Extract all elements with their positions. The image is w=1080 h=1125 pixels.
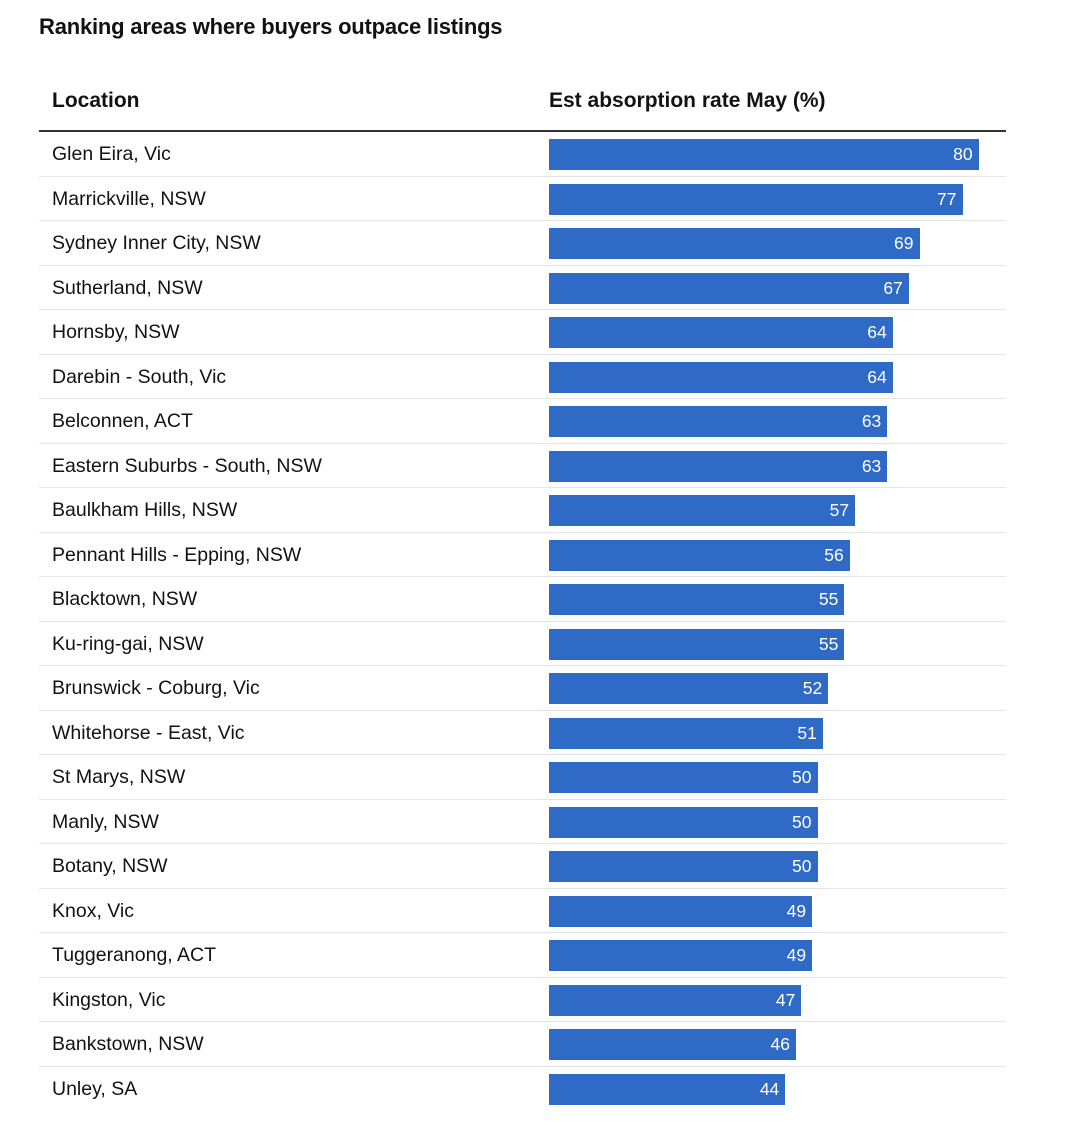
- bar: 55: [549, 584, 845, 615]
- bar: 50: [549, 806, 818, 838]
- location-label: Tuggeranong, ACT: [52, 944, 217, 966]
- bar: 77: [549, 183, 963, 215]
- bar-value-label: 64: [867, 366, 887, 387]
- bar: 46: [549, 1029, 796, 1060]
- location-label: Knox, Vic: [52, 899, 135, 922]
- location-label: Glen Eira, Vic: [52, 143, 171, 165]
- bar-value-label: 55: [818, 633, 839, 654]
- bar-value-label: 50: [792, 856, 812, 876]
- column-header-absorption-rate: Est absorption rate May (%): [549, 89, 826, 112]
- bar-value-label: 55: [818, 589, 839, 609]
- bar-value-label: 56: [824, 544, 844, 565]
- table-row: Bankstown, NSW 46: [39, 1022, 1006, 1067]
- table-row: Kingston, Vic 47: [39, 978, 1006, 1022]
- table-row: Brunswick - Coburg, Vic 52: [39, 666, 1006, 711]
- bar-value-label: 49: [786, 900, 807, 921]
- chart-title: Ranking areas where buyers outpace listi…: [39, 14, 503, 39]
- bar-value-label: 67: [883, 277, 903, 298]
- location-label: Brunswick - Coburg, Vic: [52, 677, 260, 699]
- bar-value-label: 63: [861, 411, 882, 431]
- bar: 55: [549, 628, 845, 660]
- bar: 49: [549, 895, 813, 927]
- bar-value-label: 57: [829, 500, 850, 520]
- bar-value-label: 80: [953, 144, 973, 164]
- bar: 63: [549, 450, 888, 482]
- table-row: Hornsby, NSW 64: [39, 310, 1006, 355]
- table-header: Location Est absorption rate May (%): [39, 80, 1006, 132]
- table-row: Marrickville, NSW 77: [39, 177, 1006, 221]
- column-header-location: Location: [52, 89, 140, 112]
- table-row: Baulkham Hills, NSW 57: [39, 488, 1006, 533]
- table-row: Eastern Suburbs - South, NSW 63: [39, 444, 1006, 488]
- table-row: Darebin - South, Vic 64: [39, 355, 1006, 399]
- location-label: Manly, NSW: [52, 810, 159, 833]
- location-label: Pennant Hills - Epping, NSW: [52, 543, 302, 566]
- table-row: Whitehorse - East, Vic 51: [39, 711, 1006, 755]
- location-label: Sutherland, NSW: [52, 276, 203, 299]
- bar-value-label: 51: [797, 722, 817, 743]
- bar-value-label: 63: [861, 455, 882, 476]
- bar: 50: [549, 851, 818, 882]
- location-label: Darebin - South, Vic: [52, 365, 227, 388]
- bar: 64: [549, 317, 893, 348]
- bar: 52: [549, 673, 829, 704]
- table-row: Sydney Inner City, NSW 69: [39, 221, 1006, 266]
- bar-table: Location Est absorption rate May (%) Gle…: [39, 80, 1006, 1111]
- location-label: Belconnen, ACT: [52, 410, 193, 432]
- bar: 64: [549, 361, 893, 393]
- table-row: Belconnen, ACT 63: [39, 399, 1006, 444]
- table-row: Tuggeranong, ACT 49: [39, 933, 1006, 978]
- table-row: Pennant Hills - Epping, NSW 56: [39, 533, 1006, 577]
- table-row: Manly, NSW 50: [39, 800, 1006, 844]
- bar: 47: [549, 984, 802, 1016]
- table-row: Blacktown, NSW 55: [39, 577, 1006, 622]
- bar-value-label: 50: [792, 811, 812, 832]
- location-label: Whitehorse - East, Vic: [52, 721, 245, 744]
- location-label: Blacktown, NSW: [52, 588, 198, 610]
- location-label: Bankstown, NSW: [52, 1033, 204, 1055]
- location-label: Eastern Suburbs - South, NSW: [52, 454, 322, 477]
- location-label: St Marys, NSW: [52, 766, 186, 788]
- location-label: Botany, NSW: [52, 855, 168, 877]
- table-row: Unley, SA 44: [39, 1067, 1006, 1112]
- location-label: Unley, SA: [52, 1077, 138, 1100]
- bar: 44: [549, 1073, 786, 1105]
- table-row: Sutherland, NSW 67: [39, 266, 1006, 310]
- bar-value-label: 49: [786, 945, 807, 965]
- table-row: Botany, NSW 50: [39, 844, 1006, 889]
- location-label: Marrickville, NSW: [52, 187, 206, 210]
- table-row: Ku-ring-gai, NSW 55: [39, 622, 1006, 666]
- bar: 50: [549, 762, 818, 793]
- bar-value-label: 52: [802, 678, 823, 698]
- bar: 51: [549, 717, 823, 749]
- location-label: Ku-ring-gai, NSW: [52, 632, 204, 655]
- location-label: Hornsby, NSW: [52, 321, 180, 343]
- table-row: Knox, Vic 49: [39, 889, 1006, 933]
- bar-value-label: 44: [759, 1078, 780, 1099]
- location-label: Kingston, Vic: [52, 988, 166, 1011]
- location-label: Baulkham Hills, NSW: [52, 499, 238, 521]
- bar-value-label: 64: [867, 322, 887, 342]
- table-row: Glen Eira, Vic 80: [39, 132, 1006, 177]
- bar: 49: [549, 940, 813, 971]
- bar-value-label: 47: [775, 989, 796, 1010]
- table-rows: Glen Eira, Vic 80 Marrickville, NSW 77 Sydne…: [39, 132, 1006, 1111]
- bar: 69: [549, 228, 920, 259]
- bar: 57: [549, 495, 856, 526]
- bar-value-label: 50: [792, 767, 812, 787]
- location-label: Sydney Inner City, NSW: [52, 232, 261, 254]
- bar-value-label: 77: [937, 188, 957, 209]
- bar-value-label: 46: [770, 1034, 790, 1054]
- bar: 80: [549, 139, 979, 170]
- bar: 67: [549, 272, 909, 304]
- bar: 56: [549, 539, 850, 571]
- bar: 63: [549, 406, 888, 437]
- bar-value-label: 69: [894, 233, 914, 253]
- table-row: St Marys, NSW 50: [39, 755, 1006, 800]
